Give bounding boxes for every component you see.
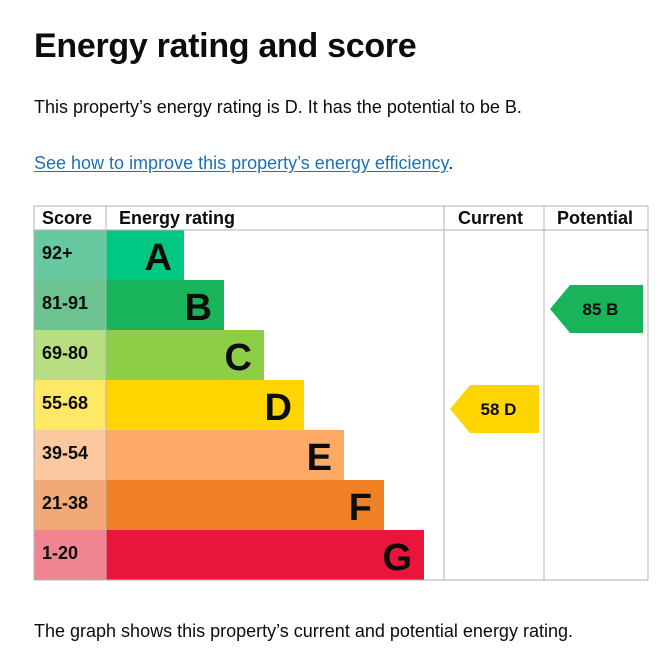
rating-letter-f: F — [349, 487, 372, 529]
score-cell-c — [34, 330, 106, 380]
column-header-current: Current — [458, 208, 523, 228]
score-label-e: 39-54 — [42, 443, 88, 463]
score-label-d: 55-68 — [42, 393, 88, 413]
rating-summary: This property’s energy rating is D. It h… — [34, 97, 522, 117]
score-cell-f — [34, 480, 106, 530]
rating-bar-e — [106, 430, 344, 480]
improve-link-paragraph: See how to improve this property’s energ… — [34, 151, 453, 175]
rating-bar-d — [106, 380, 304, 430]
rating-bar-f — [106, 480, 384, 530]
score-label-g: 1-20 — [42, 543, 78, 563]
rating-letter-c: C — [225, 337, 252, 379]
score-cell-a — [34, 230, 106, 280]
score-cell-b — [34, 280, 106, 330]
column-header-score: Score — [42, 208, 92, 228]
score-label-c: 69-80 — [42, 343, 88, 363]
chart-caption: The graph shows this property’s current … — [34, 621, 573, 641]
current-rating-label: 58 D — [481, 400, 517, 419]
rating-bar-b — [106, 280, 224, 330]
current-arrow — [450, 385, 539, 433]
link-suffix: . — [448, 153, 454, 173]
rating-bar-g — [106, 530, 424, 580]
column-header-potential: Potential — [557, 208, 633, 228]
score-cell-e — [34, 430, 106, 480]
score-cell-g — [34, 530, 106, 580]
rating-letter-g: G — [382, 537, 412, 579]
rating-letter-e: E — [307, 437, 332, 479]
rating-letter-b: B — [185, 287, 212, 329]
potential-arrow — [550, 285, 643, 333]
potential-rating-label: 85 B — [583, 300, 619, 319]
page-title: Energy rating and score — [34, 27, 417, 65]
improve-efficiency-link[interactable]: See how to improve this property’s energ… — [34, 153, 449, 173]
rating-bar-c — [106, 330, 264, 380]
rating-bar-a — [106, 230, 184, 280]
score-label-b: 81-91 — [42, 293, 88, 313]
energy-rating-chart: Score Energy rating Current Potential 92+ A 81… — [33, 205, 649, 581]
score-label-a: 92+ — [42, 243, 73, 263]
rating-letter-a: A — [145, 237, 172, 279]
score-label-f: 21-38 — [42, 493, 88, 513]
score-cell-d — [34, 380, 106, 430]
column-header-energy-rating: Energy rating — [119, 208, 235, 228]
rating-letter-d: D — [265, 387, 292, 429]
